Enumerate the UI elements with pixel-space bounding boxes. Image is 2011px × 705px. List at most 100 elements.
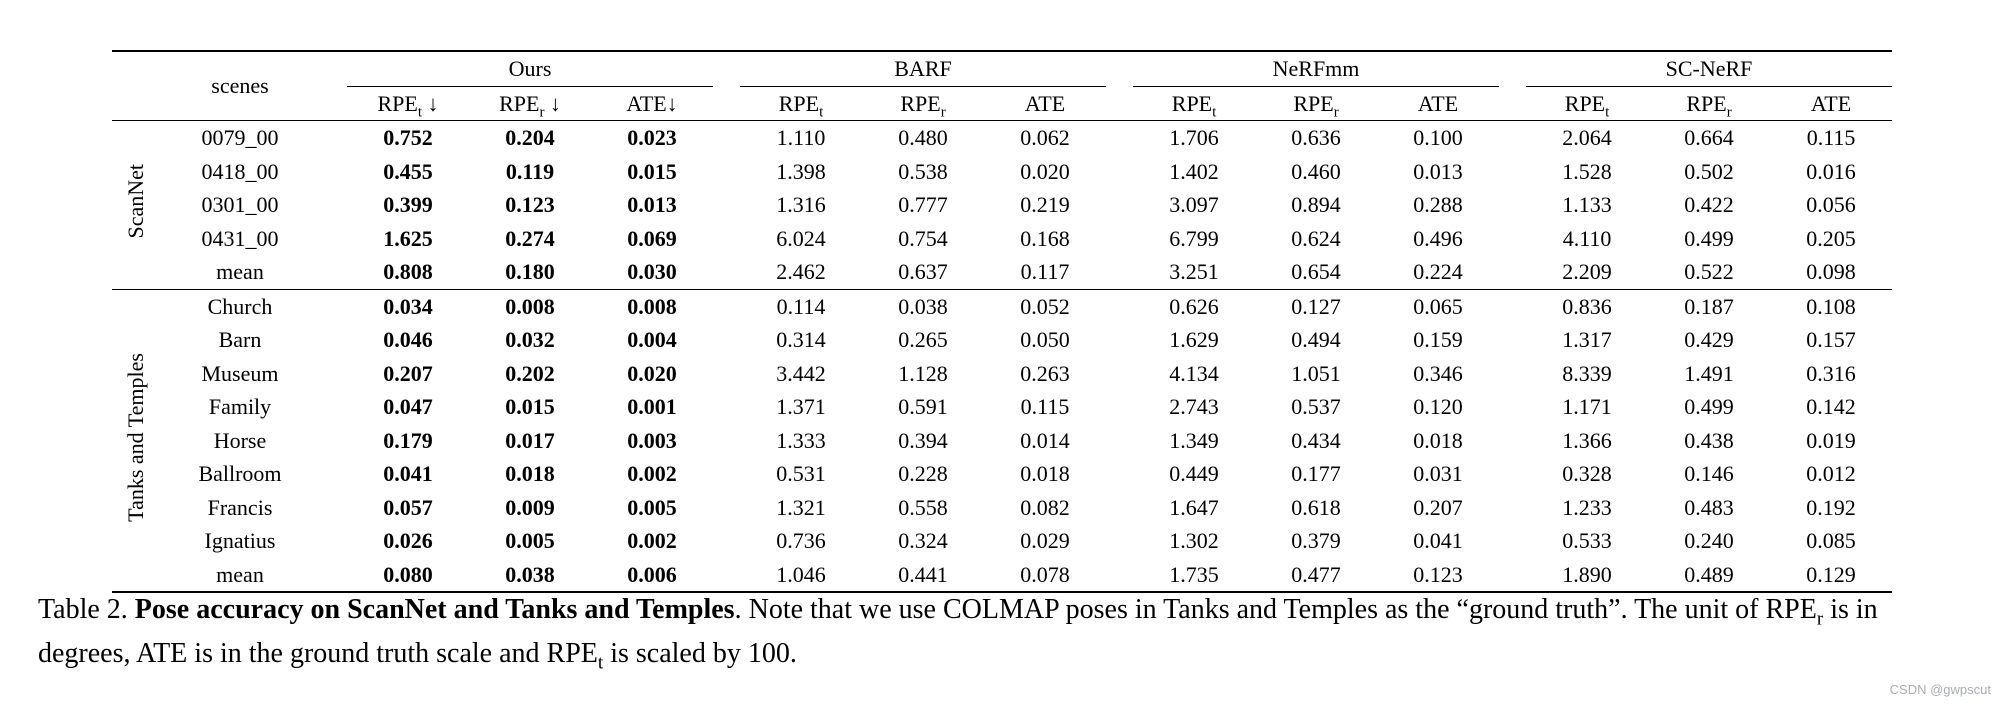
column-gap	[1499, 524, 1526, 558]
column-header-row: RPEt ↓ RPEr ↓ ATE↓ RPEt RPEr ATE RPEt RP…	[112, 86, 1893, 121]
column-gap	[320, 558, 347, 593]
metric-value: 0.489	[1684, 561, 1734, 587]
column-gap	[1106, 155, 1133, 189]
metric-value: 0.499	[1684, 394, 1734, 419]
metric-value: 0.240	[1684, 528, 1734, 553]
scene-name: 0301_00	[201, 192, 279, 217]
column-gap	[1499, 121, 1526, 155]
column-gap	[320, 188, 347, 222]
scene-name: Church	[160, 288, 320, 323]
metric-value: 0.502	[1684, 158, 1734, 184]
metric-value: 1.233	[1562, 494, 1612, 520]
metric-value: 0.314	[776, 327, 826, 352]
metric-value: 0.023	[627, 125, 677, 150]
down-arrow-icon: ↓	[422, 90, 439, 116]
metric-value: 1.402	[1169, 158, 1219, 184]
metric-value: 1.333	[776, 427, 826, 453]
metric-value: 1.128	[898, 360, 948, 386]
column-gap	[1106, 121, 1133, 155]
metric-value: 3.251	[1169, 259, 1219, 284]
column-gap	[320, 424, 347, 458]
metric-value: 1.629	[1169, 327, 1219, 352]
column-gap	[713, 255, 740, 289]
metric-value: 0.026	[383, 528, 433, 553]
metric-value: 0.177	[1291, 461, 1341, 486]
metric-value: 0.836	[1526, 288, 1649, 323]
metric-name: RPE	[1171, 90, 1213, 116]
metric-value: 0.496	[1413, 225, 1463, 251]
metric-value: 0.228	[898, 461, 948, 486]
metric-value: 0.736	[776, 528, 826, 553]
metric-name: ATE	[1417, 90, 1459, 116]
column-gap	[713, 323, 740, 357]
metric-sub: r	[940, 103, 946, 120]
col-header-rpet: RPEt	[1526, 86, 1649, 121]
metric-value: 0.002	[627, 461, 677, 486]
metric-value: 1.051	[1291, 360, 1341, 386]
metric-value: 0.078	[1020, 561, 1070, 587]
metric-value: 0.018	[1413, 427, 1463, 453]
metric-value: 4.110	[1562, 225, 1612, 251]
metric-value: 0.808	[383, 259, 433, 284]
metric-value: 0.624	[1291, 225, 1341, 251]
metric-value: 0.180	[505, 259, 555, 284]
metric-value: 0.008	[591, 288, 713, 323]
col-header-ate: ATE	[1770, 86, 1893, 121]
table-row: ScanNet 0079_00 0.752 0.204 0.023 1.110 0.480 0…	[112, 121, 1892, 239]
metric-value: 0.019	[1806, 427, 1856, 453]
column-gap	[1106, 390, 1133, 424]
column-gap	[320, 121, 347, 155]
table-row: Ignatius 0.026 0.005 0.002 0.736 0.324 0.029 1.…	[112, 524, 1892, 558]
metric-value: 4.134	[1169, 360, 1219, 386]
metric-value: 0.062	[1020, 125, 1070, 150]
col-header-rper: RPEr ↓	[469, 86, 591, 121]
metric-value: 0.017	[505, 427, 555, 453]
column-gap	[1106, 524, 1133, 558]
metric-value: 1.398	[776, 158, 826, 184]
table-caption: Table 2. Pose accuracy on ScanNet and Ta…	[38, 588, 1953, 676]
metric-name: ATE	[1024, 90, 1066, 116]
metric-value: 0.202	[505, 360, 555, 386]
metric-value: 0.618	[1291, 494, 1341, 520]
metric-value: 1.366	[1562, 427, 1612, 453]
metric-value: 0.014	[1020, 427, 1070, 453]
metric-value: 1.317	[1562, 327, 1612, 352]
metric-value: 0.328	[1562, 461, 1612, 486]
metric-value: 0.052	[984, 288, 1107, 323]
column-gap	[1499, 288, 1527, 323]
section-label: ScanNet	[123, 164, 148, 239]
metric-value: 0.002	[627, 528, 677, 553]
metric-name: RPE	[778, 90, 820, 116]
metric-name: RPE	[1564, 90, 1606, 116]
col-header-rper: RPEr	[862, 86, 984, 121]
metric-value: 0.114	[740, 288, 862, 323]
metric-value: 1.625	[383, 225, 433, 251]
metric-value: 0.029	[1020, 528, 1070, 553]
section-label-cell: ScanNet	[112, 121, 160, 290]
scene-name: Family	[208, 394, 272, 419]
metric-value: 0.098	[1806, 259, 1856, 284]
metric-value: 0.108	[1770, 288, 1893, 323]
metric-sub: t	[417, 103, 422, 120]
metric-value: 0.012	[1806, 461, 1856, 486]
metric-value: 0.123	[1413, 561, 1463, 587]
caption-prefix: Table 2.	[38, 594, 135, 625]
metric-name: RPE	[900, 90, 941, 116]
metric-value: 0.168	[1020, 225, 1070, 251]
metric-value: 0.038	[862, 288, 984, 323]
metric-value: 0.591	[898, 394, 948, 419]
metric-value: 0.422	[1684, 192, 1734, 217]
metric-value: 2.209	[1562, 259, 1612, 284]
metric-value: 0.041	[1413, 528, 1463, 553]
group-header-scnerf: SC-NeRF	[1526, 51, 1893, 87]
group-header-nerfmm: NeRFmm	[1133, 51, 1500, 87]
metric-value: 0.664	[1684, 125, 1734, 150]
metric-value: 0.018	[505, 461, 555, 486]
metric-value: 0.004	[627, 327, 677, 352]
metric-value: 0.003	[627, 427, 677, 453]
pose-accuracy-table: scenes Ours BARF NeRFmm SC-NeRF RPEt ↓ R…	[112, 50, 1893, 593]
metric-value: 0.455	[383, 158, 433, 184]
metric-value: 0.204	[505, 125, 555, 150]
column-gap	[713, 457, 740, 491]
metric-value: 1.735	[1169, 561, 1219, 587]
